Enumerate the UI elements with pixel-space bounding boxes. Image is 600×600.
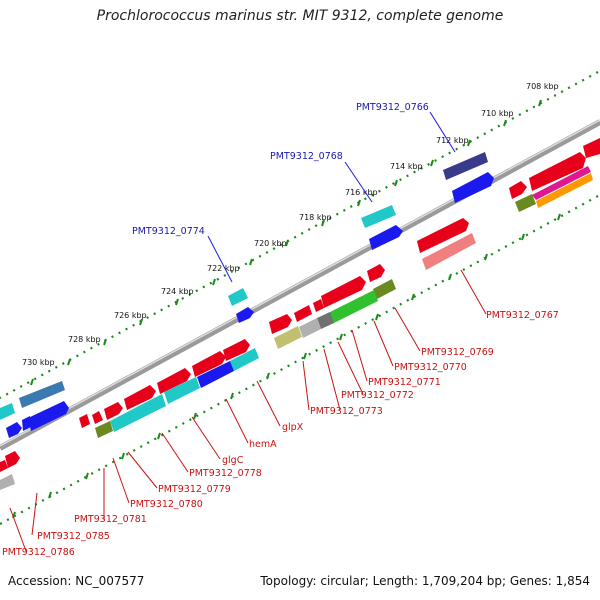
gene-feature — [369, 225, 403, 250]
gene-feature — [313, 299, 324, 312]
gene-feature — [317, 312, 334, 329]
tick-labels: 708 kbp 710 kbp 712 kbp 714 kbp 716 kbp … — [22, 82, 559, 367]
inner-gene-labels: PMT9312_0767 PMT9312_0769 PMT9312_0770 P… — [2, 310, 559, 558]
gene-feature — [79, 414, 90, 428]
outer-gene-labels: PMT9312_0766 PMT9312_0768 PMT9312_0774 — [132, 102, 429, 237]
gene-feature — [6, 422, 22, 438]
inner-scale-line — [0, 195, 599, 525]
gene-label: PMT9312_0772 — [341, 390, 414, 401]
gene-label: PMT9312_0767 — [486, 310, 559, 321]
gene-label: PMT9312_0780 — [130, 499, 203, 510]
inner-genes-row2 — [0, 166, 593, 490]
gene-feature — [192, 351, 226, 377]
gene-label: PMT9312_0773 — [310, 406, 383, 417]
gene-feature — [509, 181, 527, 199]
tick-label: 726 kbp — [114, 311, 147, 320]
gene-feature — [294, 305, 312, 322]
outer-major-ticks — [30, 99, 542, 386]
genome-summary-text: Topology: circular; Length: 1,709,204 bp… — [260, 574, 590, 588]
outer-scale-line — [0, 71, 599, 399]
gene-feature — [536, 173, 593, 208]
gene-feature — [452, 172, 494, 203]
gene-feature — [110, 394, 166, 432]
gene-feature — [22, 416, 31, 431]
gene-feature — [228, 288, 248, 306]
inner-genes-row1 — [0, 138, 600, 472]
tick-label: 710 kbp — [481, 109, 514, 118]
gene-feature — [0, 474, 15, 490]
gene-label: glgC — [222, 455, 244, 466]
gene-feature — [223, 339, 250, 361]
gene-feature — [124, 385, 156, 410]
gene-label: PMT9312_0766 — [356, 102, 429, 113]
gene-feature — [328, 290, 378, 324]
tick-label: 708 kbp — [526, 82, 559, 91]
gene-feature — [299, 318, 321, 338]
gene-feature — [0, 460, 8, 472]
gene-feature — [443, 152, 488, 180]
inner-leader-lines — [9, 269, 487, 552]
gene-label: PMT9312_0770 — [394, 362, 467, 373]
gene-feature — [19, 381, 65, 408]
gene-feature — [230, 348, 259, 371]
gene-label: PMT9312_0786 — [2, 547, 75, 558]
gene-feature — [367, 264, 385, 282]
gene-feature — [529, 152, 586, 191]
gene-feature — [269, 314, 292, 334]
accession-text: Accession: NC_007577 — [8, 574, 145, 588]
tick-label: 722 kbp — [207, 264, 240, 273]
gene-feature — [95, 421, 113, 438]
gene-feature — [532, 166, 591, 200]
outer-leader-lines — [207, 111, 456, 283]
gene-feature — [373, 279, 396, 299]
gene-label: PMT9312_0778 — [189, 468, 262, 479]
gene-label: PMT9312_0774 — [132, 226, 205, 237]
tick-label: 728 kbp — [68, 335, 101, 344]
gene-label: PMT9312_0769 — [421, 347, 494, 358]
tick-label: 718 kbp — [299, 213, 332, 222]
gene-label: PMT9312_0771 — [368, 377, 441, 388]
tick-label: 724 kbp — [161, 287, 194, 296]
gene-label: PMT9312_0785 — [37, 531, 110, 542]
gene-feature — [164, 377, 200, 404]
gene-feature — [422, 233, 476, 270]
tick-label: 714 kbp — [390, 162, 423, 171]
gene-label: glpX — [282, 422, 304, 433]
gene-feature — [321, 276, 366, 308]
tick-label: 712 kbp — [436, 136, 469, 145]
gene-feature — [0, 403, 15, 420]
genome-backbone — [0, 119, 600, 451]
gene-feature — [583, 138, 600, 158]
gene-label: PMT9312_0781 — [74, 514, 147, 525]
gene-feature — [92, 411, 103, 424]
tick-label: 730 kbp — [22, 358, 55, 367]
gene-feature — [5, 451, 20, 468]
gene-feature — [236, 307, 254, 323]
tick-label: 716 kbp — [345, 188, 378, 197]
tick-label: 720 kbp — [254, 239, 287, 248]
gene-feature — [417, 218, 469, 253]
inner-major-ticks — [12, 213, 561, 519]
gene-label: hemA — [249, 439, 277, 450]
gene-feature — [197, 361, 234, 388]
gene-feature — [515, 194, 536, 212]
gene-feature — [104, 402, 123, 420]
gene-feature — [274, 326, 302, 349]
gene-feature — [361, 205, 396, 228]
gene-feature — [157, 368, 191, 394]
gene-label: PMT9312_0768 — [270, 151, 343, 162]
map-title: Prochlorococcus marinus str. MIT 9312, c… — [96, 8, 504, 24]
gene-label: PMT9312_0779 — [158, 484, 231, 495]
outer-genes — [0, 152, 494, 438]
gene-feature — [28, 401, 69, 431]
